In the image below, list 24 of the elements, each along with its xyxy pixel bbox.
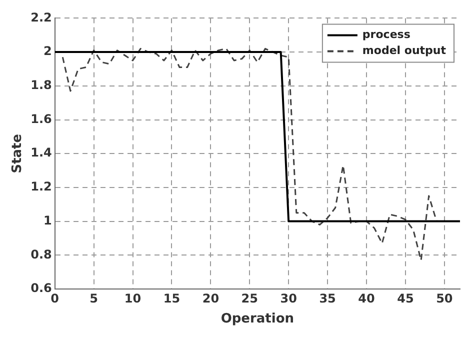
y-tick-label: 2.2 bbox=[30, 10, 52, 24]
x-tick-label: 10 bbox=[124, 291, 142, 306]
x-tick-label: 5 bbox=[90, 291, 98, 306]
x-tick-label: 40 bbox=[358, 291, 375, 306]
legend-label: model output bbox=[362, 44, 446, 58]
y-tick-label: 0.6 bbox=[30, 281, 52, 296]
x-axis-title: Operation bbox=[220, 312, 294, 327]
x-tick-label: 25 bbox=[241, 291, 258, 306]
x-tick-label: 35 bbox=[319, 291, 336, 306]
y-axis-title: State bbox=[10, 134, 26, 174]
y-tick-label: 1.4 bbox=[30, 146, 52, 160]
x-tick-label: 20 bbox=[202, 291, 220, 306]
y-tick-label: 1 bbox=[44, 213, 52, 228]
y-tick-label: 1.2 bbox=[30, 180, 52, 194]
legend-label: process bbox=[362, 28, 411, 42]
x-tick-label: 45 bbox=[397, 291, 414, 306]
y-tick-label: 1.8 bbox=[30, 78, 52, 92]
x-tick-label: 15 bbox=[163, 291, 180, 306]
x-tick-label: 0 bbox=[50, 291, 60, 306]
y-tick-label: 1.6 bbox=[30, 112, 52, 126]
x-tick-label: 50 bbox=[436, 291, 453, 306]
y-tick-label: 2 bbox=[44, 44, 52, 58]
x-tick-label: 30 bbox=[280, 291, 297, 306]
y-tick-label: 0.8 bbox=[30, 247, 52, 262]
